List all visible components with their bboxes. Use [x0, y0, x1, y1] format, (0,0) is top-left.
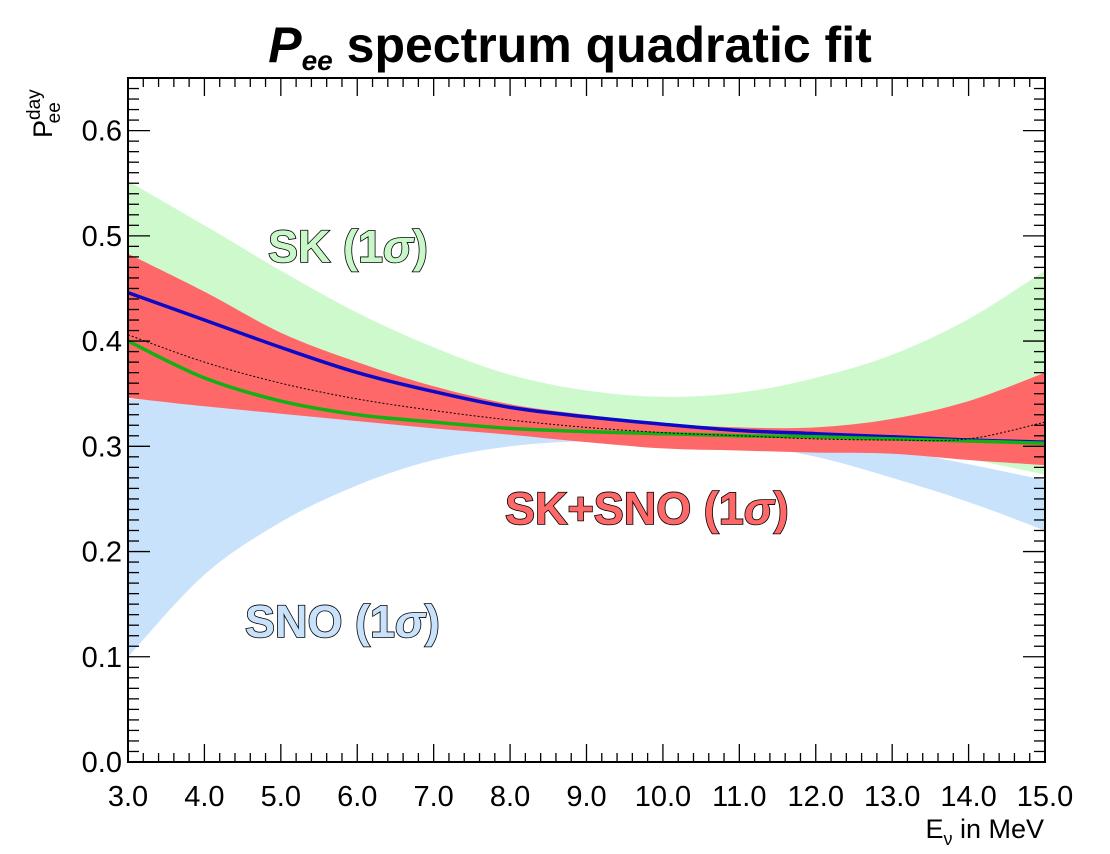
y-axis-title: Pdayee	[24, 89, 65, 138]
x-axis-sub: ν	[943, 829, 952, 849]
band-label-sk-sno-close: )	[774, 483, 789, 534]
band-label-sk-close: )	[413, 221, 428, 272]
band-label-sk-sno-text: SK+SNO (1	[505, 483, 744, 534]
series-line-2	[128, 339, 1045, 445]
y-axis-title-text: Pdayee	[24, 89, 65, 138]
plot-area: 3.0 4.0 5.0 6.0 7.0 8.0 9.0 10.0 11.0 12.0 13.0 14.…	[82, 77, 1073, 813]
y-tick-label: 0.6	[82, 116, 122, 148]
y-tick-label: 0.4	[82, 326, 122, 358]
x-tick-label: 9.0	[566, 781, 606, 813]
y-tick-label: 0.2	[82, 537, 122, 569]
band-label-sk-sno-sigma: σ	[744, 483, 776, 534]
title-symbol: P	[268, 17, 302, 73]
band-label-sno-sigma: σ	[395, 596, 427, 647]
plot-series-group	[128, 181, 1045, 657]
band-label-sno: SNO (1σ)	[245, 596, 440, 647]
y-tick-label: 0.0	[82, 747, 122, 779]
series-line-1	[128, 291, 1045, 444]
x-axis-main: E	[925, 814, 943, 844]
series-line-3	[128, 334, 1045, 442]
band-label-sk: SK (1σ)	[268, 221, 428, 272]
x-axis-title: Eν in MeV	[925, 814, 1044, 849]
band-label-sno-text: SNO (1	[245, 596, 395, 647]
band-label-sno-close: )	[425, 596, 440, 647]
y-tick-label: 0.3	[82, 431, 122, 463]
y-axis-sub: ee	[44, 102, 65, 123]
title-subscript: ee	[302, 45, 333, 76]
x-tick-label: 3.0	[108, 781, 148, 813]
x-tick-label: 12.0	[788, 781, 844, 813]
x-tick-label: 14.0	[940, 781, 996, 813]
band-label-sk-sigma: σ	[383, 221, 415, 272]
x-axis-rest: in MeV	[952, 814, 1044, 844]
y-tick-label: 0.1	[82, 642, 122, 674]
title-rest: spectrum quadratic fit	[333, 17, 872, 73]
x-tick-label: 11.0	[712, 781, 766, 813]
x-tick-label: 4.0	[184, 781, 224, 813]
band-label-sk-sno: SK+SNO (1σ)	[505, 483, 789, 534]
x-tick-label: 6.0	[337, 781, 377, 813]
band-sno	[128, 399, 1045, 657]
band-label-sk-text: SK (1	[268, 221, 383, 272]
x-tick-label: 10.0	[635, 781, 691, 813]
y-tick-label: 0.5	[82, 221, 122, 253]
chart-title: Pee spectrum quadratic fit	[268, 17, 872, 76]
band-sk	[128, 181, 1045, 475]
x-tick-label: 13.0	[864, 781, 920, 813]
y-axis-main: P	[28, 120, 58, 138]
x-tick-label: 15.0	[1017, 781, 1073, 813]
y-axis-sup: day	[24, 89, 45, 120]
x-tick-label: 5.0	[261, 781, 301, 813]
band-skplussno	[128, 253, 1045, 466]
x-tick-label: 7.0	[414, 781, 454, 813]
x-tick-label: 8.0	[490, 781, 530, 813]
